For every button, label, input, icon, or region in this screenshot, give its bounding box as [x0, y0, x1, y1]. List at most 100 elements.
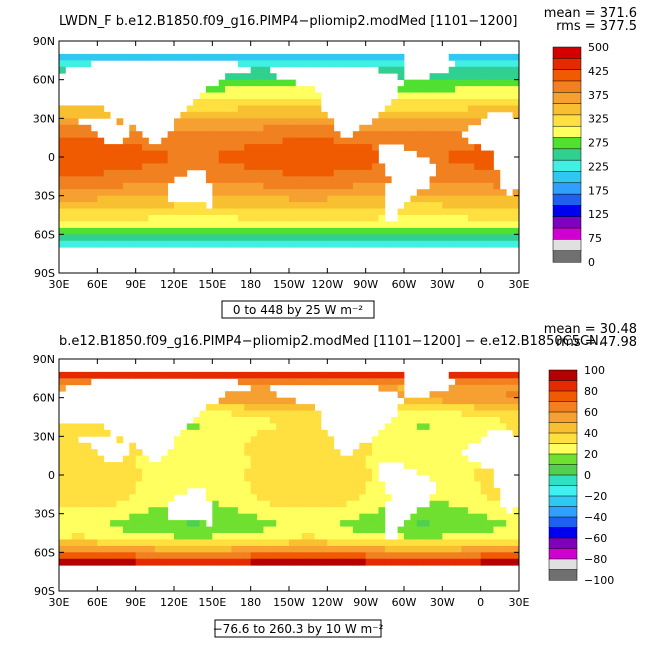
map-cell [416, 195, 424, 203]
map-cell [404, 124, 411, 132]
map-cell [237, 202, 245, 209]
map-cell [378, 234, 386, 242]
map-cell [410, 227, 418, 235]
map-cell [416, 240, 424, 248]
map-cell [199, 157, 207, 164]
map-cell [289, 99, 296, 106]
map-cell [180, 526, 188, 534]
map-cell [384, 552, 392, 560]
map-cell [193, 481, 200, 489]
map-cell [59, 436, 66, 444]
map-cell [250, 92, 258, 100]
map-cell [493, 558, 501, 566]
map-cell [174, 455, 181, 463]
map-cell [154, 552, 162, 560]
map-cell [467, 66, 475, 74]
map-cell [404, 144, 411, 151]
map-cell [244, 144, 252, 151]
map-cell [455, 507, 462, 515]
map-cell [154, 202, 162, 209]
map-cell [474, 481, 482, 489]
map-cell [289, 526, 296, 534]
map-cell [225, 513, 232, 521]
map-cell [257, 86, 264, 93]
map-cell [442, 526, 450, 534]
map-cell [180, 240, 188, 248]
map-cell [276, 215, 284, 222]
map-cell [71, 208, 79, 216]
map-cell [205, 118, 213, 126]
map-cell [455, 124, 462, 132]
map-cell [295, 526, 303, 534]
x-tick-label: 60W [392, 596, 417, 609]
map-cell [448, 533, 456, 540]
map-cell [218, 526, 226, 534]
map-cell [135, 221, 143, 229]
map-cell [480, 66, 488, 74]
map-cell [237, 500, 245, 508]
map-cell [365, 60, 373, 68]
map-cell [372, 124, 379, 132]
map-cell [435, 79, 443, 87]
map-cell [71, 533, 79, 540]
map-cell [448, 552, 456, 560]
map-cell [397, 215, 405, 222]
map-cell [378, 371, 386, 379]
map-cell [122, 526, 130, 534]
map-cell [289, 157, 296, 164]
map-cell [250, 494, 258, 502]
map-cell [237, 227, 245, 235]
map-cell [359, 131, 367, 139]
map-cell [282, 397, 290, 405]
map-cell [384, 539, 392, 547]
map-cell [359, 195, 367, 203]
map-cell [257, 144, 264, 151]
map-cell [65, 533, 73, 540]
map-cell [467, 513, 475, 521]
map-cell [346, 202, 354, 209]
map-cell [372, 202, 379, 209]
map-cell [487, 234, 494, 242]
map-cell [429, 124, 437, 132]
map-cell [282, 221, 290, 229]
map-cell [295, 378, 303, 386]
map-cell [359, 202, 367, 209]
map-cell [116, 202, 124, 209]
map-cell [263, 163, 271, 171]
map-cell [499, 384, 507, 392]
map-cell [474, 487, 482, 495]
map-cell [180, 449, 188, 457]
map-cell [352, 539, 360, 547]
map-cell [455, 53, 462, 61]
map-cell [493, 60, 501, 68]
map-cell [340, 533, 347, 540]
map-cell [365, 227, 373, 235]
map-cell [435, 124, 443, 132]
y-tick-label: 0 [48, 151, 55, 164]
map-cell [71, 157, 79, 164]
y-tick-label: 90N [33, 353, 55, 366]
map-cell [301, 234, 309, 242]
x-tick-label: 30E [509, 596, 530, 609]
map-cell [429, 520, 437, 527]
map-cell [116, 539, 124, 547]
map-cell [205, 144, 213, 151]
map-cell [116, 487, 124, 495]
map-cell [263, 221, 271, 229]
map-cell [442, 545, 450, 553]
map-cell [186, 221, 194, 229]
map-cell [90, 507, 98, 515]
map-cell [461, 552, 469, 560]
map-cell [154, 507, 162, 515]
map-cell [110, 475, 117, 482]
map-cell [59, 105, 66, 113]
map-cell [59, 520, 66, 527]
map-cell [429, 455, 437, 463]
map-cell [461, 442, 469, 450]
map-cell [378, 169, 386, 177]
map-cell [461, 60, 469, 68]
colorbar-box [548, 506, 578, 518]
map-cell [365, 539, 373, 547]
map-cell [435, 111, 443, 119]
map-cell [487, 221, 494, 229]
